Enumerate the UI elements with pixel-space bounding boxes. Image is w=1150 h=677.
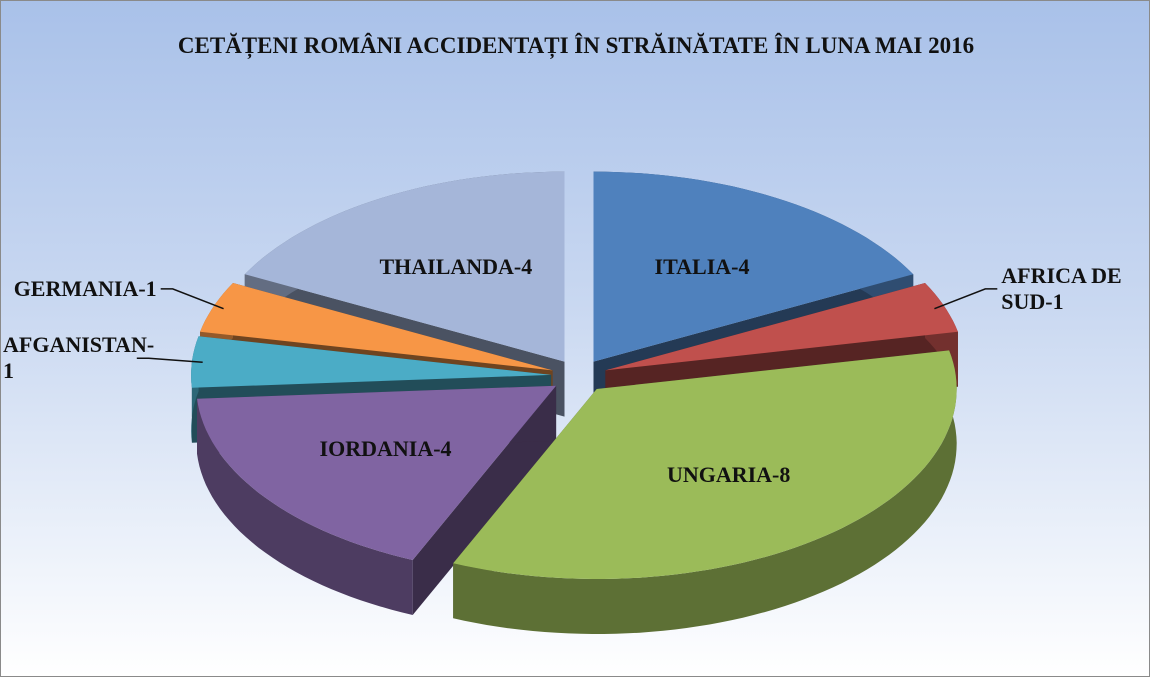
- data-label: ITALIA-4: [654, 254, 750, 280]
- slice: [453, 350, 957, 579]
- slice: [200, 283, 553, 371]
- slice-wall: [453, 350, 957, 634]
- slice-side: [412, 385, 557, 615]
- data-label: UNGARIA-8: [666, 461, 791, 487]
- leader-line: [160, 288, 224, 310]
- slice: [197, 385, 557, 560]
- data-label: THAILANDA-4: [379, 254, 533, 280]
- slice: [244, 171, 565, 362]
- slice: [191, 336, 552, 388]
- slice: [593, 171, 914, 362]
- slice: [605, 283, 958, 371]
- leader-line: [136, 357, 203, 364]
- data-label: AFRICA DE SUD-1: [1001, 262, 1122, 314]
- data-label: IORDANIA-4: [319, 436, 452, 462]
- data-label: GERMANIA-1: [13, 275, 157, 301]
- leader-line: [934, 288, 998, 310]
- chart-title: CETĂȚENI ROMÂNI ACCIDENTAȚI ÎN STRĂINĂTA…: [177, 33, 975, 58]
- slice-wall: [197, 398, 413, 615]
- data-label: AFGANISTAN-1: [3, 332, 155, 384]
